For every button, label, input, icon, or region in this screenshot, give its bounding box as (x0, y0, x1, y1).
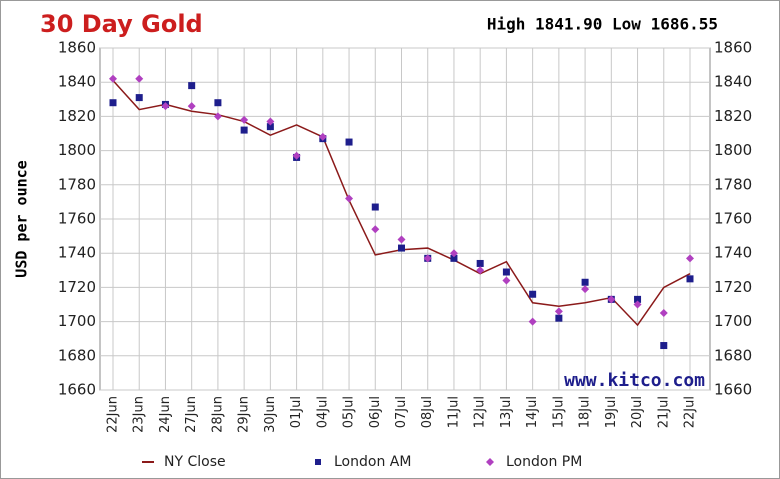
y2-tick-label: 1720 (714, 278, 752, 296)
x-tick-label: 21Jul (656, 396, 671, 428)
y2-tick-label: 1800 (714, 141, 752, 159)
y-tick-label: 1800 (58, 141, 96, 159)
pm-marker (109, 74, 117, 83)
chart-title: 30 Day Gold (40, 10, 203, 38)
am-marker (135, 94, 143, 102)
pm-marker (266, 117, 275, 126)
y2-tick-label: 1740 (714, 244, 752, 262)
pm-marker (607, 295, 616, 304)
am-marker (555, 314, 563, 322)
y2-tick-label: 1840 (714, 73, 752, 91)
pm-marker (213, 112, 222, 121)
legend-label: London AM (334, 454, 411, 470)
y2-tick-label: 1780 (714, 175, 752, 193)
pm-marker (161, 102, 170, 111)
pm-marker (633, 300, 642, 309)
y-tick-label: 1860 (58, 39, 96, 57)
x-tick-label: 29Jun (237, 396, 252, 433)
x-tick-label: 08Jul (420, 396, 435, 428)
x-tick-label: 06Jul (368, 396, 383, 428)
pm-marker (686, 254, 694, 263)
am-marker (686, 275, 694, 283)
x-tick-label: 22Jul (683, 396, 698, 428)
pm-marker (449, 249, 458, 258)
pm-marker (528, 317, 537, 326)
pm-marker (554, 307, 563, 316)
am-marker (109, 99, 117, 107)
pm-marker (345, 194, 354, 203)
x-tick-label: 23Jun (132, 396, 147, 433)
y2-tick-label: 1760 (714, 210, 752, 228)
x-tick-label: 11Jul (446, 396, 461, 428)
x-tick-label: 28Jun (210, 396, 225, 433)
header-stats: High 1841.90 Low 1686.55 (487, 15, 718, 34)
am-marker (371, 203, 379, 211)
am-marker (660, 342, 668, 350)
x-tick-label: 04Jul (315, 396, 330, 428)
legend-label: NY Close (164, 454, 226, 470)
am-marker (398, 244, 405, 252)
x-tick-label: 24Jun (158, 396, 173, 433)
x-tick-label: 05Jul (342, 396, 357, 428)
pm-marker (502, 276, 511, 285)
pm-marker (371, 225, 380, 234)
am-marker (188, 82, 196, 90)
am-marker (214, 99, 222, 107)
legend-swatch (315, 459, 321, 465)
pm-marker (659, 309, 668, 318)
y2-tick-label: 1860 (714, 39, 752, 57)
x-tick-label: 22Jun (106, 396, 121, 433)
y-tick-label: 1660 (58, 381, 96, 399)
y-tick-label: 1760 (58, 210, 96, 228)
pm-marker (318, 132, 327, 141)
x-tick-label: 13Jul (499, 396, 514, 428)
y-tick-label: 1680 (58, 346, 96, 364)
y-tick-label: 1780 (58, 175, 96, 193)
y2-tick-label: 1820 (714, 107, 752, 125)
pm-marker (292, 151, 301, 160)
y2-tick-label: 1680 (714, 346, 752, 364)
am-marker (581, 278, 589, 286)
pm-marker (397, 235, 406, 244)
x-tick-label: 12Jul (473, 396, 488, 428)
am-marker (476, 259, 484, 267)
y-tick-label: 1700 (58, 312, 96, 330)
x-tick-label: 27Jun (184, 396, 199, 433)
x-tick-label: 30Jun (263, 396, 278, 433)
pm-marker (476, 266, 485, 275)
y-tick-label: 1840 (58, 73, 96, 91)
y2-tick-label: 1700 (714, 312, 752, 330)
y-tick-label: 1740 (58, 244, 96, 262)
am-marker (634, 295, 642, 303)
am-marker (529, 290, 537, 298)
am-marker (502, 268, 510, 276)
x-tick-label: 20Jul (630, 396, 645, 428)
am-marker (266, 123, 274, 131)
am-marker (345, 138, 353, 146)
x-tick-label: 14Jul (525, 396, 540, 428)
pm-marker (423, 254, 432, 263)
legend-swatch (486, 458, 494, 466)
y-axis-label: USD per ounce (13, 160, 31, 277)
x-tick-label: 01Jul (289, 396, 304, 428)
pm-marker (187, 102, 196, 111)
legend-label: London PM (506, 454, 582, 470)
x-tick-label: 19Jul (604, 396, 619, 428)
x-tick-label: 07Jul (394, 396, 409, 428)
x-tick-label: 15Jul (551, 396, 566, 428)
am-marker (240, 126, 248, 134)
y-tick-label: 1820 (58, 107, 96, 125)
am-marker (450, 254, 458, 262)
pm-marker (240, 115, 249, 124)
pm-marker (581, 285, 590, 294)
pm-marker (135, 74, 144, 83)
y-tick-label: 1720 (58, 278, 96, 296)
watermark: www.kitco.com (564, 370, 705, 391)
y2-tick-label: 1660 (714, 381, 752, 399)
x-tick-label: 18Jul (578, 396, 593, 428)
